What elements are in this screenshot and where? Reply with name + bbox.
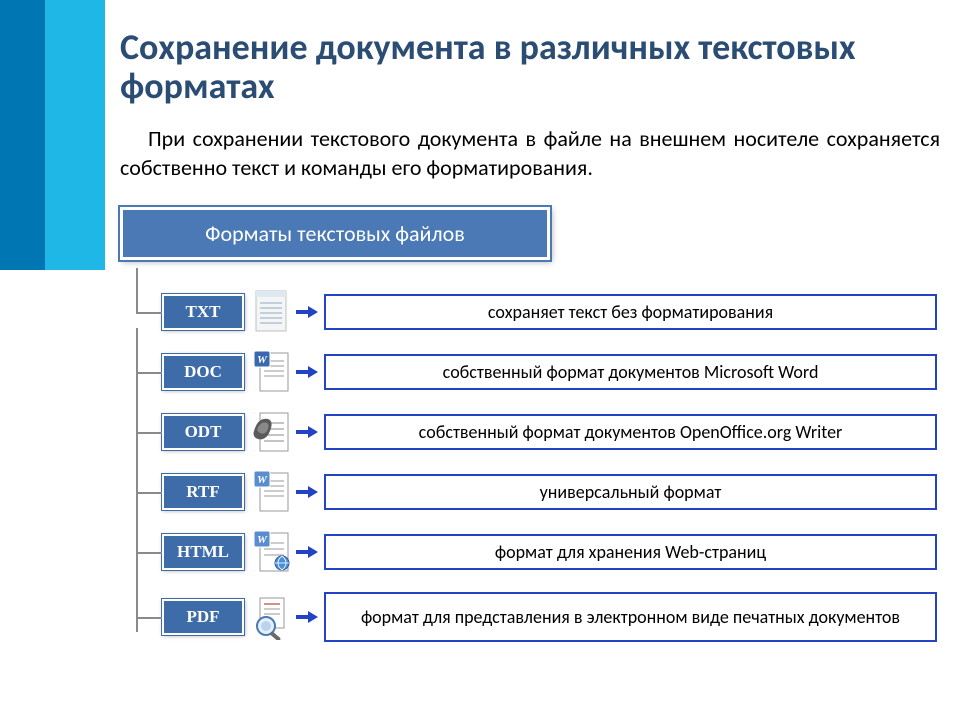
- format-row-html: HTML W формат для хранения Web-страниц: [120, 528, 945, 576]
- connector-horizontal: [136, 312, 162, 314]
- format-row-pdf: PDF формат для представления в электронн…: [120, 588, 945, 646]
- format-desc-rtf: универсальный формат: [324, 474, 937, 510]
- connector-vertical: [136, 268, 138, 312]
- svg-text:W: W: [257, 354, 268, 366]
- format-row-doc: DOC W собственный формат документов Micr…: [120, 348, 945, 396]
- format-badge-doc: DOC: [162, 354, 244, 390]
- sidebar-stripe-dark: [0, 0, 45, 270]
- connector-vertical: [136, 568, 138, 632]
- format-row-txt: TXT сохраняет текст без форматирования: [120, 288, 945, 336]
- formats-header: Форматы текстовых файлов: [120, 207, 550, 260]
- arrow-icon: [296, 304, 318, 320]
- format-badge-html: HTML: [162, 534, 244, 570]
- connector-horizontal: [136, 372, 162, 374]
- doc-icon: W: [252, 349, 292, 395]
- format-desc-txt: сохраняет текст без форматирования: [324, 294, 937, 330]
- connector-vertical: [136, 328, 138, 388]
- format-row-odt: ODT собственный формат документов OpenOf…: [120, 408, 945, 456]
- connector-horizontal: [136, 617, 162, 619]
- format-badge-rtf: RTF: [162, 474, 244, 510]
- arrow-icon: [296, 544, 318, 560]
- svg-text:W: W: [257, 534, 268, 546]
- arrow-icon: [296, 484, 318, 500]
- format-desc-odt: собственный формат документов OpenOffice…: [324, 414, 937, 450]
- connector-vertical: [136, 388, 138, 448]
- formats-diagram: TXT сохраняет текст без форматирования: [120, 288, 945, 646]
- format-desc-doc: собственный формат документов Microsoft …: [324, 354, 937, 390]
- svg-text:W: W: [257, 474, 268, 486]
- arrow-icon: [296, 364, 318, 380]
- format-desc-pdf: формат для представления в электронном в…: [324, 592, 937, 642]
- connector-horizontal: [136, 432, 162, 434]
- html-icon: W: [252, 529, 292, 575]
- format-badge-pdf: PDF: [162, 599, 244, 635]
- format-desc-html: формат для хранения Web-страниц: [324, 534, 937, 570]
- main-content: Сохранение документа в различных текстов…: [120, 28, 945, 658]
- arrow-icon: [296, 609, 318, 625]
- format-row-rtf: RTF W универсальный формат: [120, 468, 945, 516]
- connector-vertical: [136, 448, 138, 508]
- connector-vertical: [136, 508, 138, 568]
- arrow-icon: [296, 424, 318, 440]
- odt-icon: [252, 409, 292, 455]
- connector-horizontal: [136, 552, 162, 554]
- intro-paragraph: При сохранении текстового документа в фа…: [120, 124, 940, 183]
- rtf-icon: W: [252, 469, 292, 515]
- page-title: Сохранение документа в различных текстов…: [120, 28, 945, 106]
- format-badge-odt: ODT: [162, 414, 244, 450]
- txt-icon: [252, 289, 292, 335]
- pdf-icon: [252, 594, 292, 640]
- connector-horizontal: [136, 492, 162, 494]
- format-badge-txt: TXT: [162, 294, 244, 330]
- sidebar-stripe-light: [45, 0, 105, 270]
